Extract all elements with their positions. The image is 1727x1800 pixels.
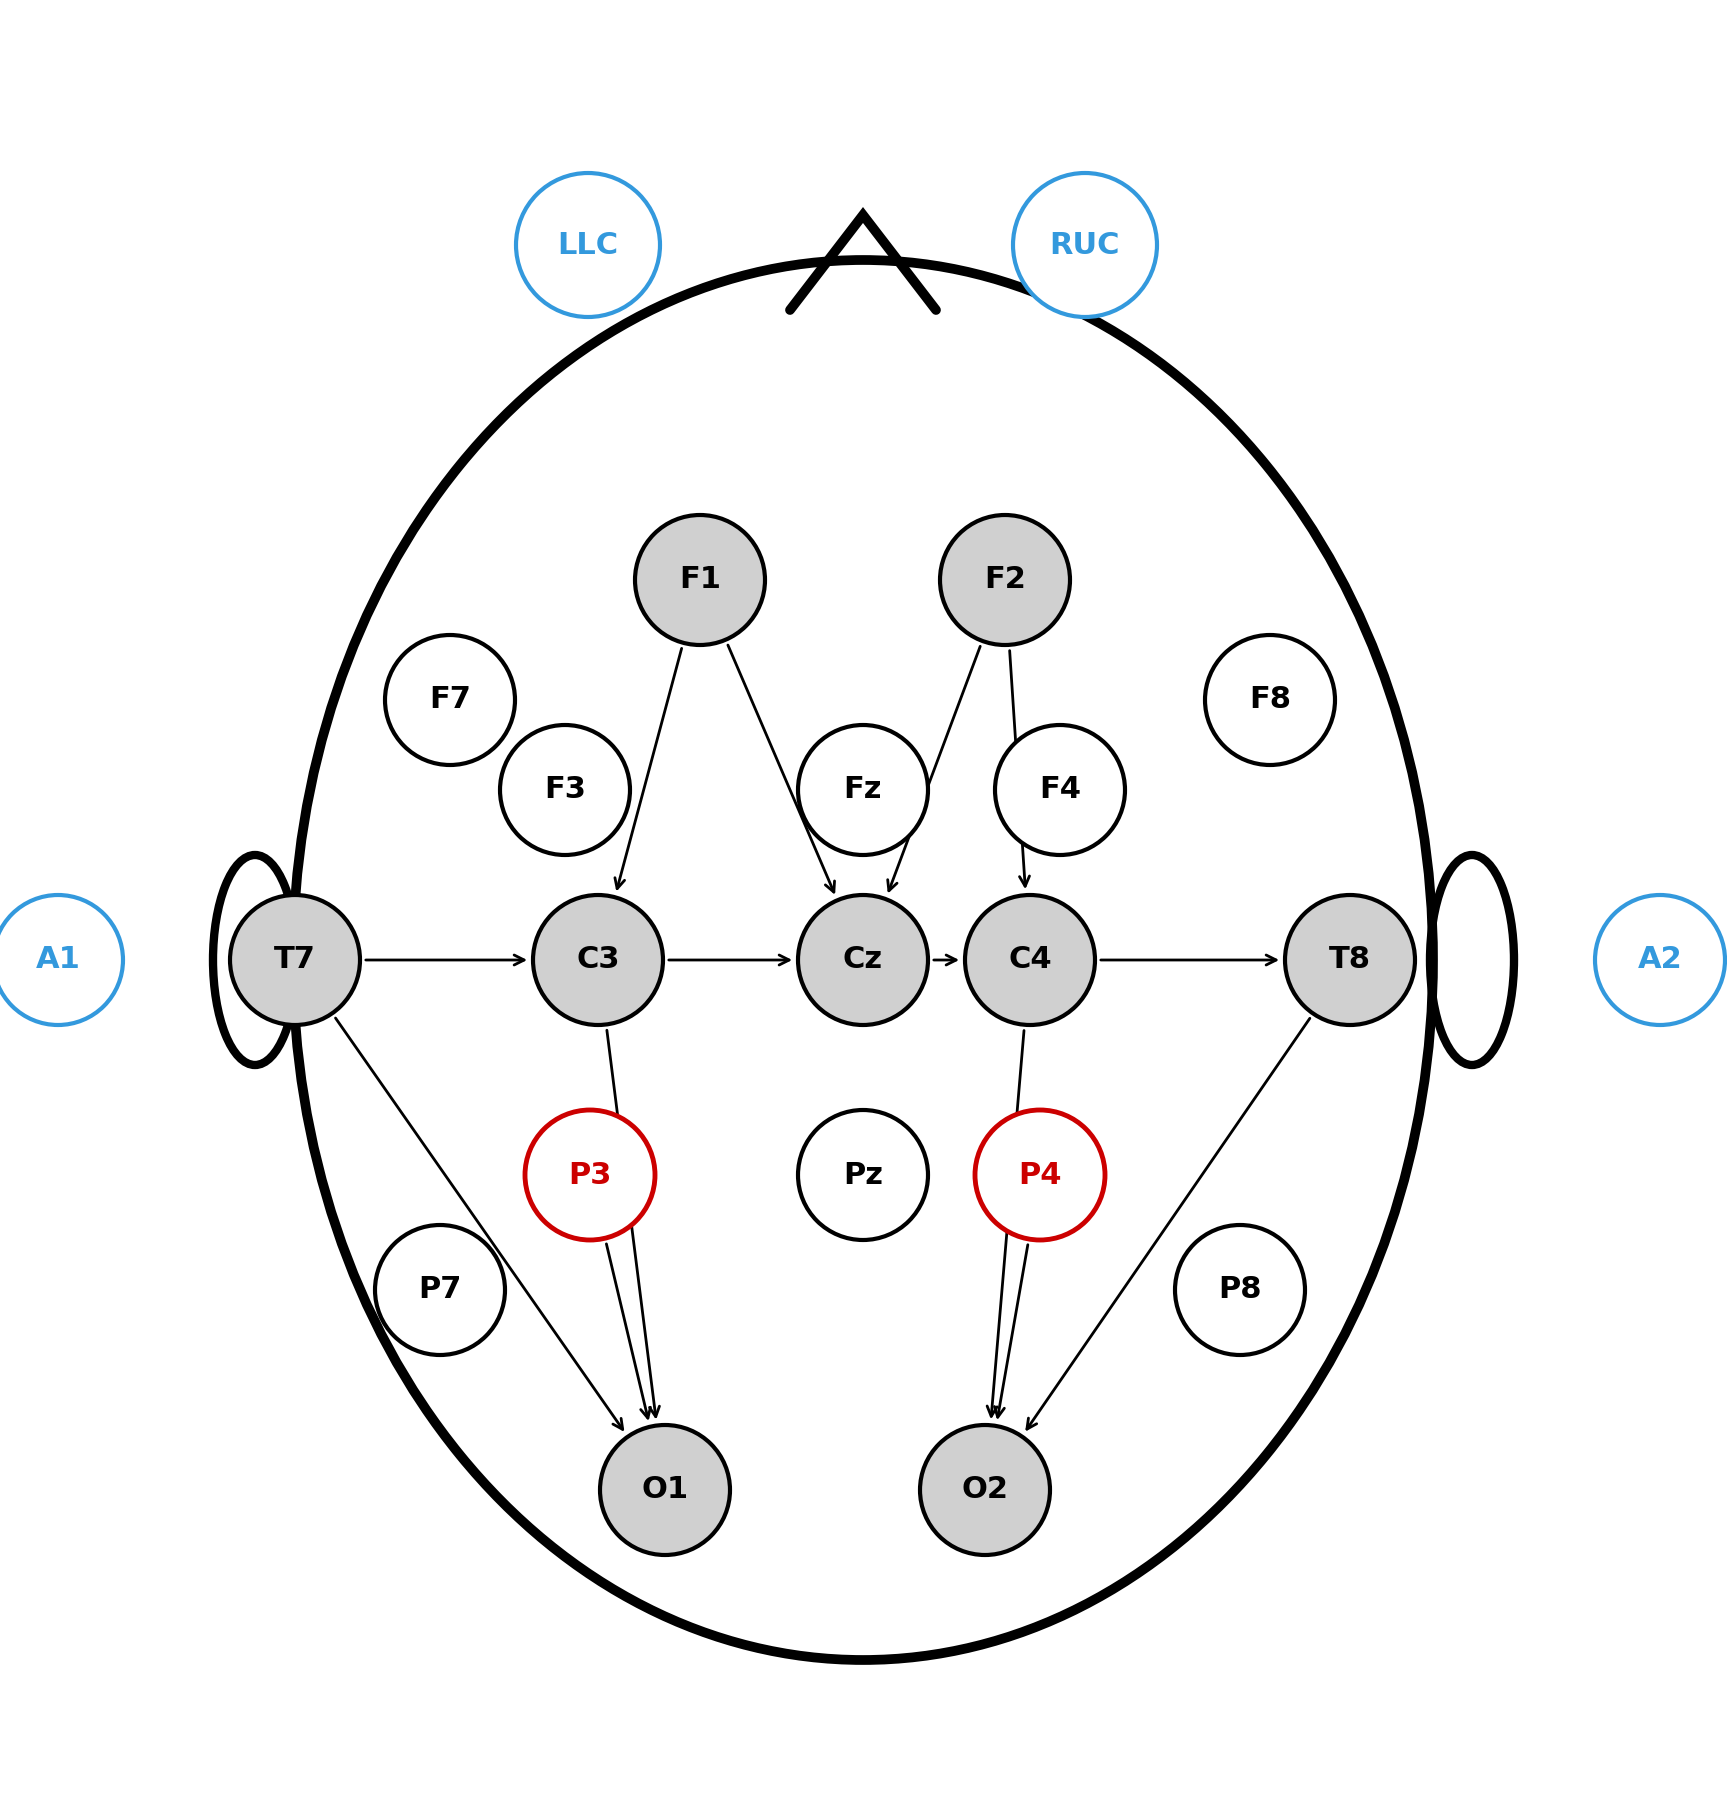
Text: P7: P7 <box>418 1276 461 1305</box>
Text: RUC: RUC <box>1050 230 1121 259</box>
Circle shape <box>1014 173 1157 317</box>
Circle shape <box>1285 895 1414 1024</box>
Circle shape <box>0 895 123 1024</box>
Text: F8: F8 <box>1249 686 1292 715</box>
Circle shape <box>1174 1226 1306 1355</box>
Text: F7: F7 <box>428 686 471 715</box>
Circle shape <box>375 1226 504 1355</box>
Text: A2: A2 <box>1637 945 1682 974</box>
Circle shape <box>599 1426 731 1555</box>
Circle shape <box>385 635 515 765</box>
Text: O2: O2 <box>962 1476 1009 1505</box>
Circle shape <box>230 895 359 1024</box>
Text: F2: F2 <box>984 565 1026 594</box>
Text: O1: O1 <box>641 1476 689 1505</box>
Text: F4: F4 <box>1040 776 1081 805</box>
Text: P8: P8 <box>1218 1276 1262 1305</box>
Text: T8: T8 <box>1330 945 1371 974</box>
Text: F1: F1 <box>679 565 720 594</box>
Circle shape <box>798 895 927 1024</box>
Circle shape <box>525 1111 655 1240</box>
Circle shape <box>798 1111 927 1240</box>
Text: T7: T7 <box>275 945 316 974</box>
Text: A1: A1 <box>36 945 81 974</box>
Circle shape <box>976 1111 1105 1240</box>
Text: C4: C4 <box>1009 945 1052 974</box>
Text: LLC: LLC <box>558 230 618 259</box>
Circle shape <box>995 725 1124 855</box>
Circle shape <box>636 515 765 644</box>
Text: Pz: Pz <box>843 1161 882 1190</box>
Text: P3: P3 <box>568 1161 611 1190</box>
Circle shape <box>1596 895 1725 1024</box>
Circle shape <box>501 725 630 855</box>
Text: Cz: Cz <box>843 945 882 974</box>
Text: C3: C3 <box>577 945 620 974</box>
Circle shape <box>798 725 927 855</box>
Circle shape <box>534 895 663 1024</box>
Circle shape <box>920 1426 1050 1555</box>
Text: Fz: Fz <box>845 776 882 805</box>
Circle shape <box>516 173 660 317</box>
Circle shape <box>939 515 1071 644</box>
Circle shape <box>1205 635 1335 765</box>
Text: P4: P4 <box>1019 1161 1062 1190</box>
Text: F3: F3 <box>544 776 585 805</box>
Circle shape <box>965 895 1095 1024</box>
